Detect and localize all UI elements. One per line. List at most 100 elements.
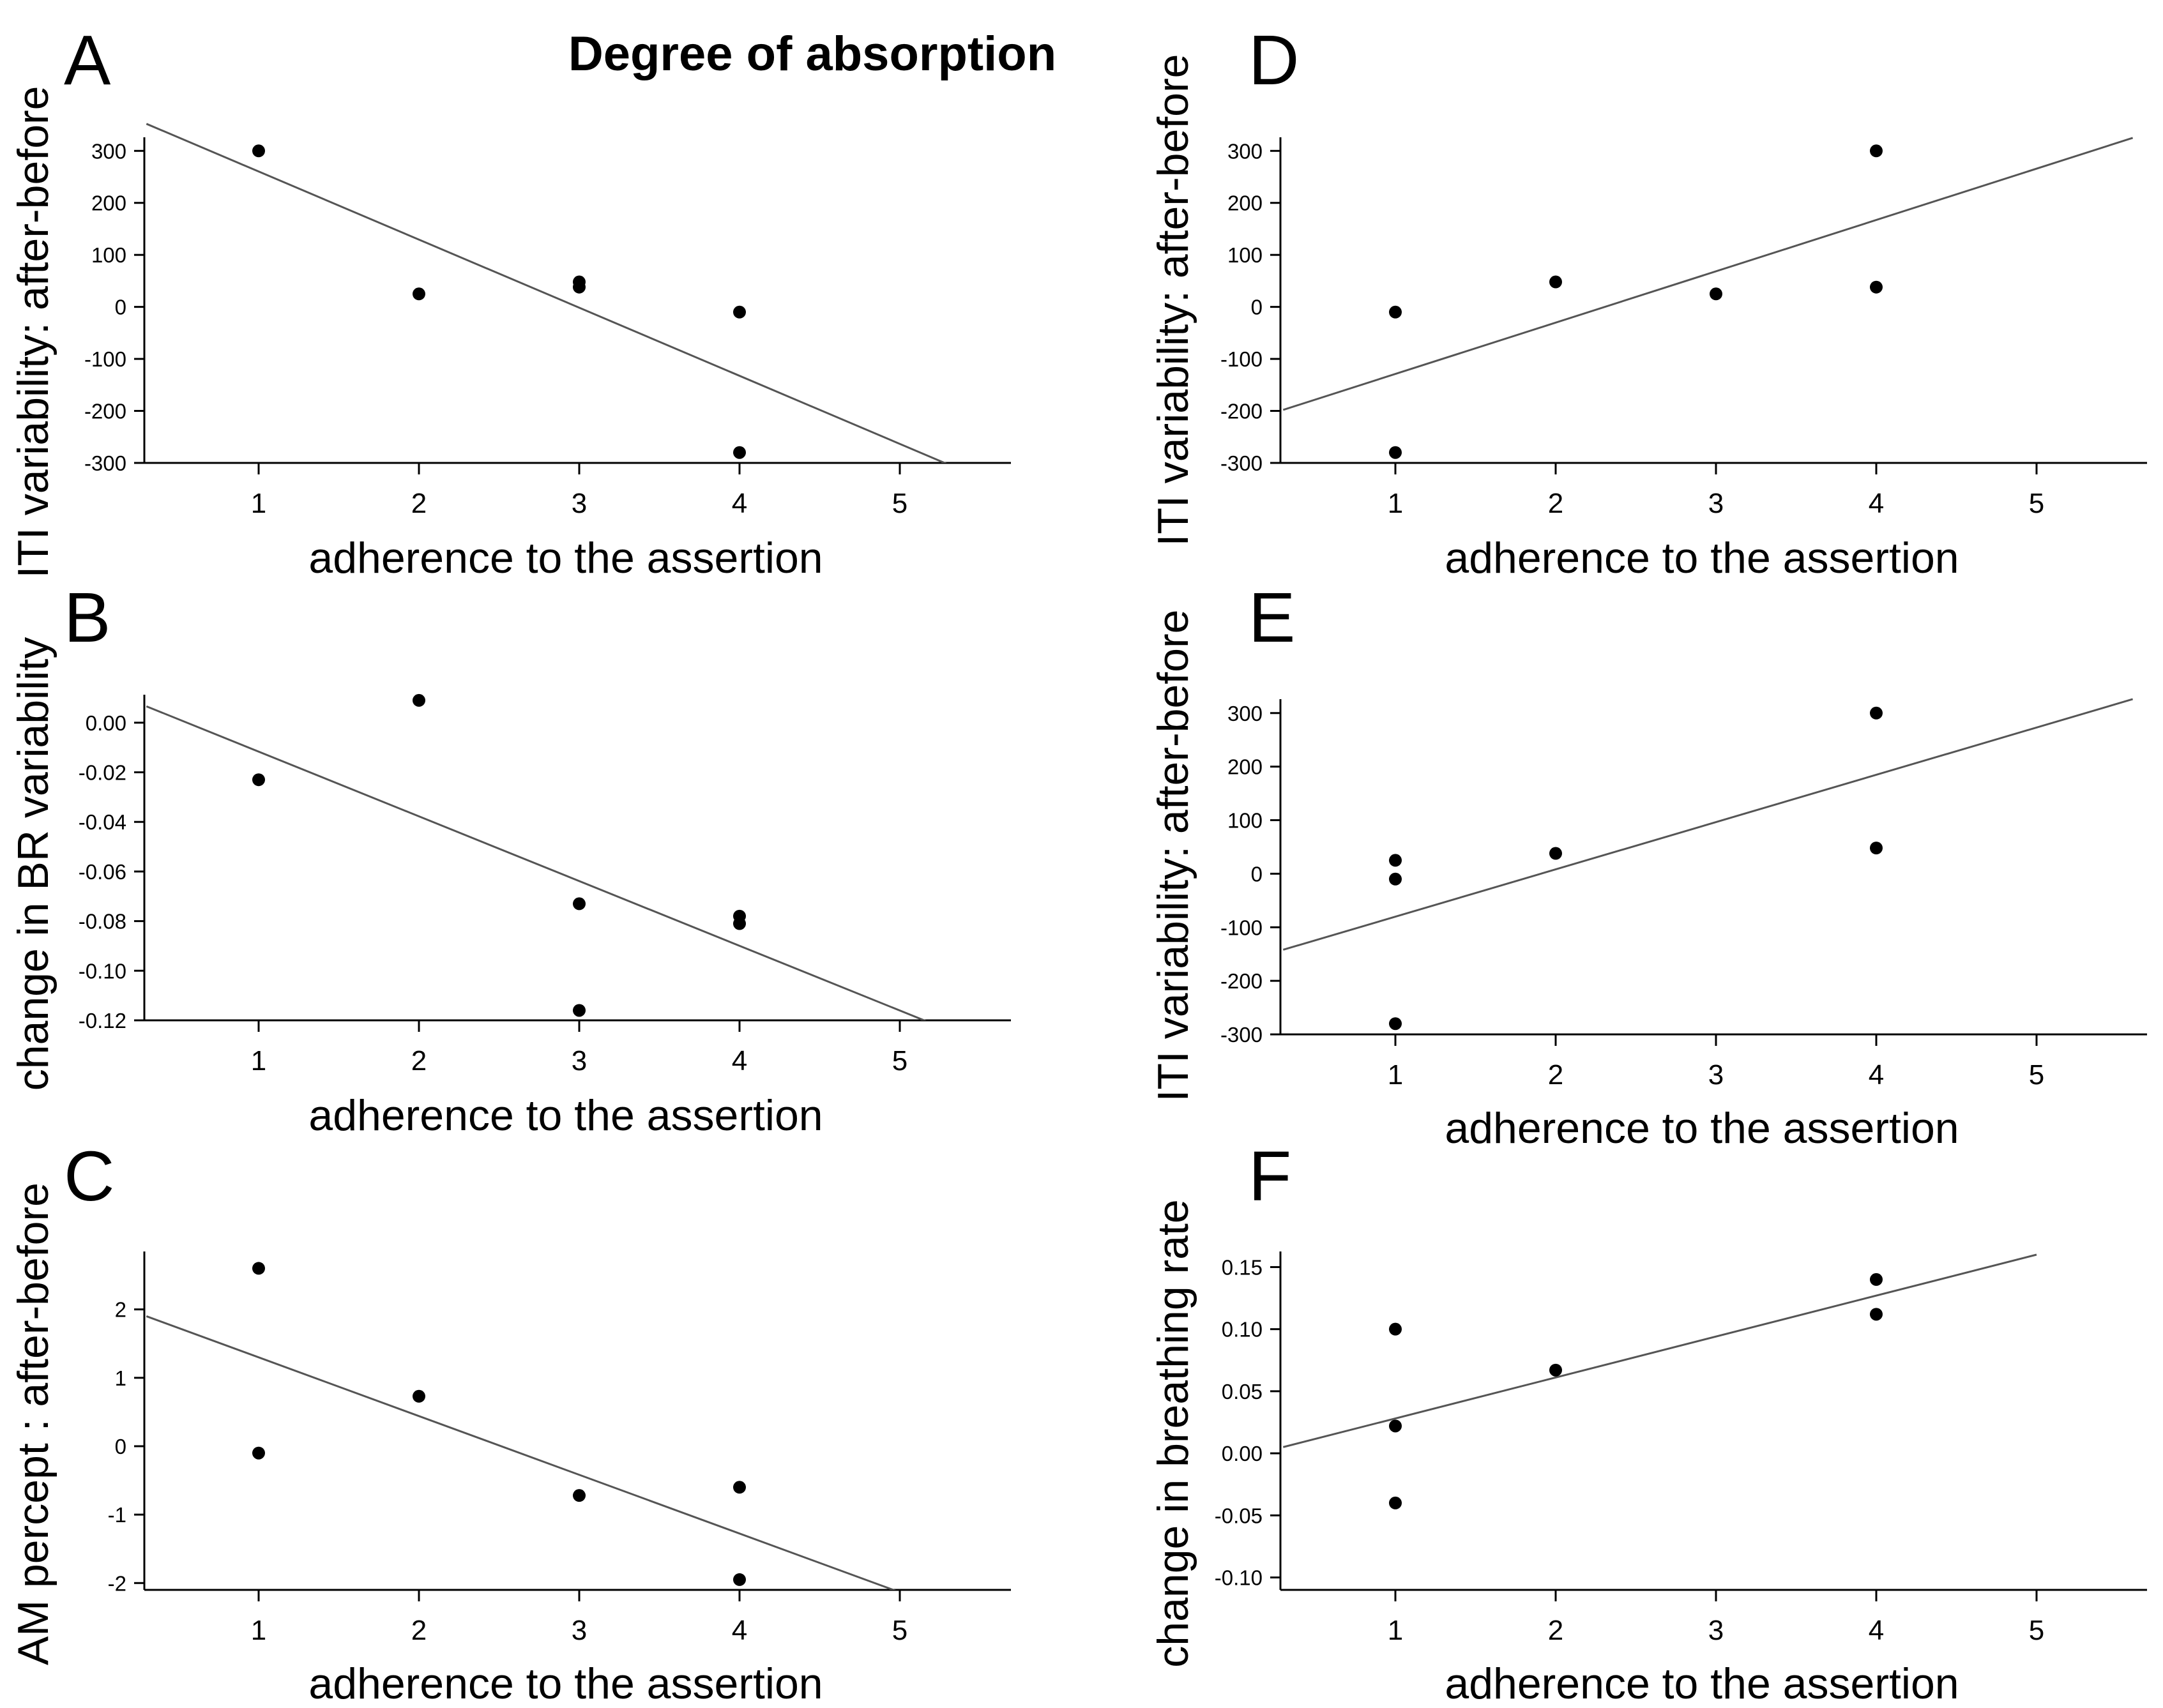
x-tick-label: 5 — [2029, 1059, 2044, 1091]
data-point — [573, 1489, 586, 1502]
y-tick-label: -200 — [84, 400, 126, 423]
y-tick-label: -200 — [1220, 969, 1263, 993]
y-axis-label: change in breathing rate — [1149, 1199, 1197, 1667]
x-tick-label: 3 — [1708, 488, 1724, 519]
x-axis-label: adherence to the assertion — [1445, 1659, 1959, 1708]
y-axis-label: ITI variability: after-before — [1149, 610, 1197, 1102]
panel-letter: B — [64, 578, 110, 657]
y-tick-label: -300 — [84, 451, 126, 475]
y-axis-label: change in BR variability — [9, 637, 57, 1091]
x-axis-label: adherence to the assertion — [1445, 1104, 1959, 1153]
data-point — [252, 773, 265, 787]
x-tick-label: 3 — [572, 1615, 587, 1646]
y-tick-label: 300 — [1227, 702, 1263, 725]
y-tick-label: 100 — [1227, 243, 1263, 267]
regression-line — [146, 705, 927, 1020]
x-tick-label: 2 — [411, 1615, 427, 1646]
x-tick-label: 3 — [1708, 1059, 1724, 1091]
regression-line — [146, 123, 947, 463]
x-tick-label: 4 — [1869, 1059, 1884, 1091]
data-point — [1710, 287, 1722, 301]
x-tick-label: 4 — [1869, 488, 1884, 519]
y-tick-label: 100 — [91, 243, 126, 267]
y-tick-label: 0 — [1251, 296, 1263, 319]
regression-line — [146, 1315, 897, 1590]
y-tick-label: -0.10 — [79, 959, 126, 983]
y-tick-label: -0.04 — [79, 810, 126, 834]
x-tick-label: 1 — [251, 1615, 266, 1646]
x-tick-label: 3 — [572, 488, 587, 519]
data-point — [1389, 305, 1402, 319]
panel-f: F 1 2 3 4 5 -0.10 -0.05 0.00 0.05 0.10 0.15 adherenc… — [1149, 1137, 2147, 1708]
x-tick-label: 5 — [2029, 1615, 2044, 1646]
y-tick-label: 0.10 — [1222, 1318, 1263, 1341]
data-point — [1549, 275, 1562, 289]
regression-line — [1282, 137, 2134, 411]
x-tick-label: 5 — [892, 488, 907, 519]
data-point — [1389, 1322, 1402, 1336]
y-tick-label: 200 — [1227, 755, 1263, 779]
data-point — [733, 917, 746, 930]
y-tick-label: 300 — [91, 139, 126, 163]
y-tick-label: -1 — [108, 1503, 126, 1527]
data-point — [1870, 1273, 1883, 1286]
panel-d: D 1 2 3 4 5 -300 -200 -100 0 100 200 300 adherence to… — [1149, 21, 2147, 582]
x-tick-label: 4 — [1869, 1615, 1884, 1646]
y-tick-label: -300 — [1220, 451, 1263, 475]
panel-letter: E — [1248, 578, 1295, 657]
x-tick-label: 3 — [1708, 1615, 1724, 1646]
x-tick-label: 1 — [1388, 488, 1403, 519]
x-tick-label: 1 — [1388, 1615, 1403, 1646]
x-tick-label: 5 — [892, 1045, 907, 1077]
data-point — [252, 1446, 265, 1460]
panels: A 1 2 3 4 5 -300 -200 -100 0 100 200 300 adherence to… — [9, 21, 2147, 1708]
data-point — [1389, 854, 1402, 867]
x-axis-label: adherence to the assertion — [308, 534, 823, 582]
panel-letter: F — [1248, 1137, 1291, 1216]
x-tick-label: 4 — [732, 1045, 747, 1077]
x-tick-label: 3 — [572, 1045, 587, 1077]
data-point — [1389, 1017, 1402, 1031]
panel-letter: C — [64, 1137, 114, 1216]
y-tick-label: 200 — [1227, 192, 1263, 215]
data-point — [1389, 1419, 1402, 1433]
y-tick-label: 300 — [1227, 139, 1263, 163]
data-point — [1870, 144, 1883, 158]
y-tick-label: -300 — [1220, 1023, 1263, 1047]
data-point — [573, 897, 586, 911]
data-point — [252, 144, 265, 158]
data-point — [252, 1262, 265, 1275]
x-tick-label: 2 — [411, 1045, 427, 1077]
figure-title: Degree of absorption — [568, 27, 1056, 81]
data-point — [1870, 280, 1883, 294]
y-tick-label: 2 — [115, 1298, 126, 1322]
x-tick-label: 5 — [2029, 488, 2044, 519]
x-tick-label: 4 — [732, 488, 747, 519]
data-point — [1389, 872, 1402, 886]
y-tick-label: -0.02 — [79, 761, 126, 785]
y-tick-label: 0.15 — [1222, 1255, 1263, 1279]
y-tick-label: -0.08 — [79, 910, 126, 933]
data-point — [413, 693, 425, 707]
data-point — [573, 1004, 586, 1017]
y-tick-label: -2 — [108, 1571, 126, 1595]
x-tick-label: 2 — [1548, 1615, 1563, 1646]
y-tick-label: -0.10 — [1215, 1566, 1263, 1590]
y-tick-label: 0.00 — [1222, 1442, 1263, 1465]
y-tick-label: -0.12 — [79, 1009, 126, 1032]
x-tick-label: 1 — [251, 488, 266, 519]
x-tick-label: 2 — [1548, 488, 1563, 519]
y-tick-label: -0.05 — [1215, 1504, 1263, 1527]
x-tick-label: 1 — [1388, 1059, 1403, 1091]
y-tick-label: 0 — [115, 1435, 126, 1458]
y-tick-label: -100 — [1220, 347, 1263, 371]
x-axis-label: adherence to the assertion — [308, 1659, 823, 1708]
y-tick-label: 1 — [115, 1366, 126, 1390]
data-point — [733, 1573, 746, 1586]
y-tick-label: 200 — [91, 192, 126, 215]
panel-letter: D — [1248, 21, 1299, 100]
y-tick-label: -200 — [1220, 400, 1263, 423]
panel-letter: A — [64, 21, 111, 100]
panel-e: E 1 2 3 4 5 -300 -200 -100 0 100 200 300 adherence to… — [1149, 578, 2147, 1153]
